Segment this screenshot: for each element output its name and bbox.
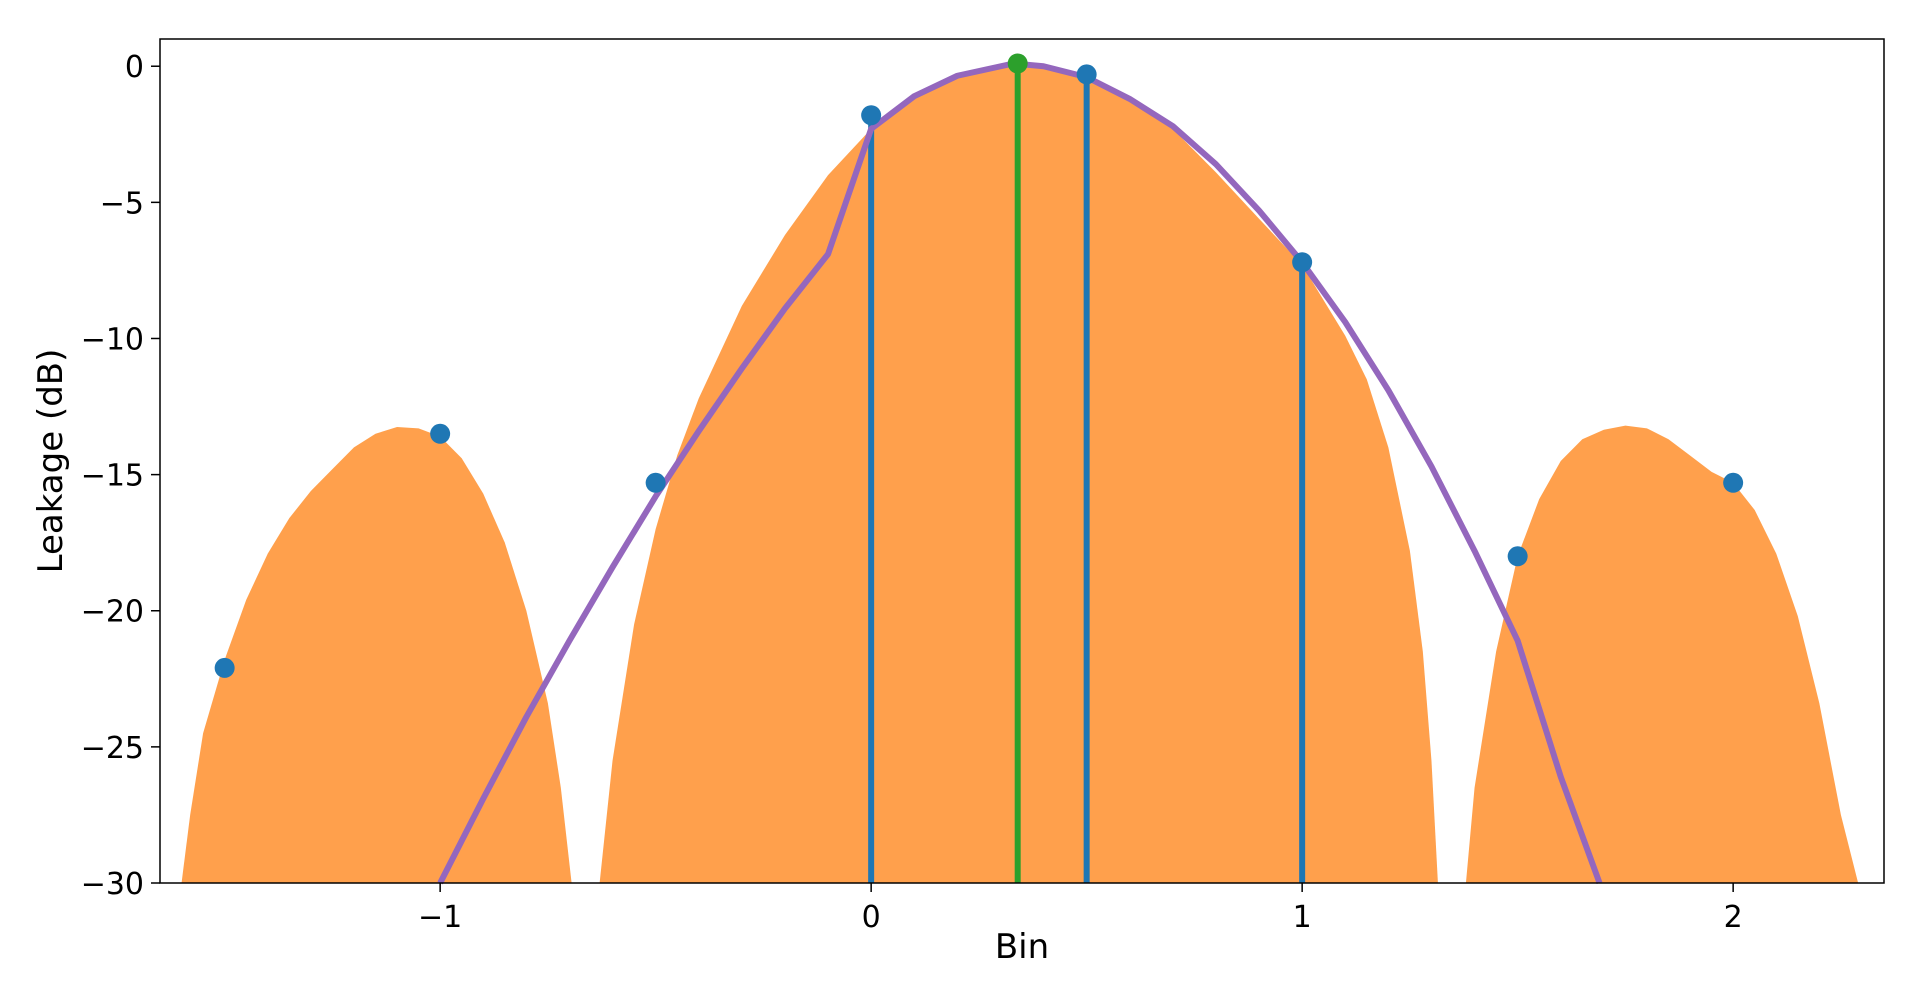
sample-point — [1076, 64, 1097, 85]
sample-point — [1507, 546, 1528, 567]
fit-curve-layer — [437, 60, 1603, 885]
sample-point — [214, 657, 235, 678]
sample-point — [430, 423, 451, 444]
x-tick-label: 0 — [862, 900, 881, 935]
x-tick-label: 2 — [1724, 900, 1743, 935]
sample-point — [645, 472, 666, 493]
sample-point — [1723, 472, 1744, 493]
spectrum-lobe-2 — [1465, 425, 1859, 883]
peak-point — [1007, 53, 1028, 74]
x-axis-label: Bin — [995, 927, 1049, 967]
plot-frame — [159, 38, 1885, 884]
spectrum-lobe-0 — [181, 426, 572, 883]
x-axis-ticks: −1 0 1 2 — [418, 883, 1743, 935]
y-tick-label: −15 — [81, 459, 144, 494]
y-tick-label: −5 — [100, 186, 144, 221]
y-tick-label: −25 — [81, 731, 144, 766]
x-tick-label: 1 — [1293, 900, 1312, 935]
y-axis-ticks: 0 −5 −10 −15 −20 −25 −30 — [81, 50, 160, 902]
sample-point-layer — [214, 53, 1744, 678]
y-tick-label: −10 — [81, 322, 144, 357]
sample-point — [861, 105, 882, 126]
stem-layer — [868, 63, 1306, 883]
x-tick-label: −1 — [418, 900, 462, 935]
y-tick-label: −20 — [81, 595, 144, 630]
sample-point — [1292, 252, 1313, 273]
y-tick-label: −30 — [81, 867, 144, 902]
y-axis-label: Leakage (dB) — [31, 349, 71, 574]
y-tick-label: 0 — [125, 50, 144, 85]
fit-curve — [437, 60, 1603, 885]
